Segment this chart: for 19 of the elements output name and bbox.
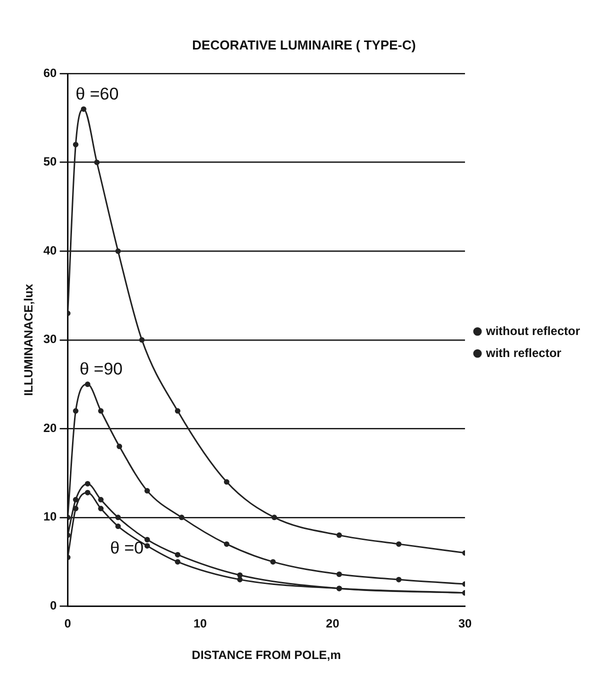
y-tick-label: 0 (50, 598, 58, 613)
y-tick-label: 30 (43, 332, 58, 346)
x-tick-label: 10 (193, 616, 208, 631)
x-tick-label: 30 (458, 616, 472, 631)
y-axis-title: ILLUMINANACE,lux (22, 284, 36, 396)
y-tick-label: 20 (43, 420, 58, 435)
chart-title: DECORATIVE LUMINAIRE ( TYPE-C) (192, 37, 416, 52)
y-tick-label: 60 (43, 66, 58, 80)
y-tick-label: 40 (43, 243, 58, 258)
legend-label: without reflector (485, 324, 580, 338)
x-axis-title: DISTANCE FROM POLE,m (192, 648, 341, 662)
annotation: θ =60 (76, 84, 119, 104)
annotation: θ =90 (80, 359, 123, 378)
y-tick-label: 10 (43, 510, 58, 524)
annotation: θ =0 (110, 538, 144, 558)
legend-label: with reflector (485, 346, 562, 360)
x-tick-label: 20 (326, 616, 340, 631)
y-tick-label: 50 (43, 154, 58, 169)
x-tick-label: 0 (64, 616, 72, 631)
